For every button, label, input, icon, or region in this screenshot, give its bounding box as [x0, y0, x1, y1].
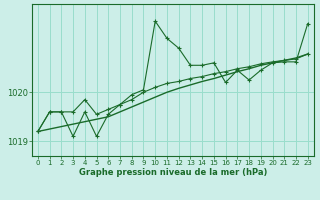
X-axis label: Graphe pression niveau de la mer (hPa): Graphe pression niveau de la mer (hPa) [79, 168, 267, 177]
